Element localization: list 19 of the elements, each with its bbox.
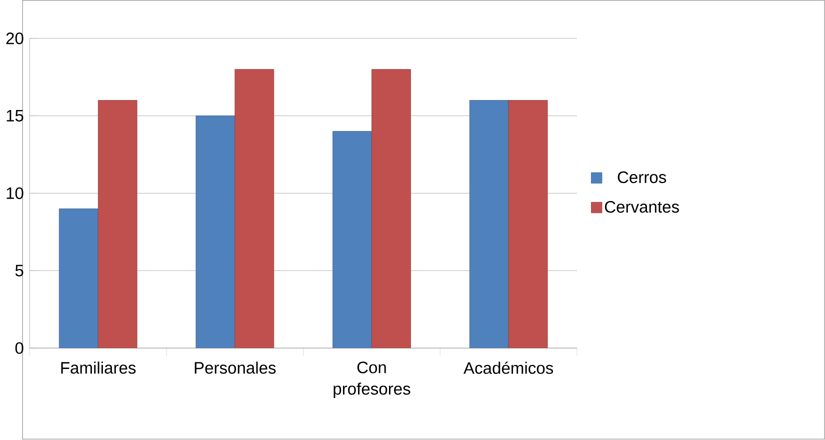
legend-label: Cervantes (604, 201, 679, 213)
bar (372, 69, 411, 348)
y-tick-label: 15 (6, 110, 24, 122)
x-tick-label: Académicos (464, 362, 554, 374)
bar (332, 131, 372, 348)
y-tick-label: 5 (15, 265, 24, 277)
x-tick-label: Con profesores (334, 362, 410, 398)
bar (98, 100, 138, 348)
x-tick-label: Personales (194, 362, 276, 374)
bar (508, 100, 548, 348)
y-tick-label: 0 (15, 342, 24, 354)
y-tick-label: 20 (6, 32, 24, 44)
bar (58, 208, 98, 348)
legend-label: Cerros (618, 172, 666, 184)
bar (469, 100, 509, 348)
bar (196, 116, 236, 348)
bar (234, 69, 274, 348)
y-tick-label: 10 (6, 188, 24, 200)
x-tick-label: Familiares (61, 362, 136, 374)
